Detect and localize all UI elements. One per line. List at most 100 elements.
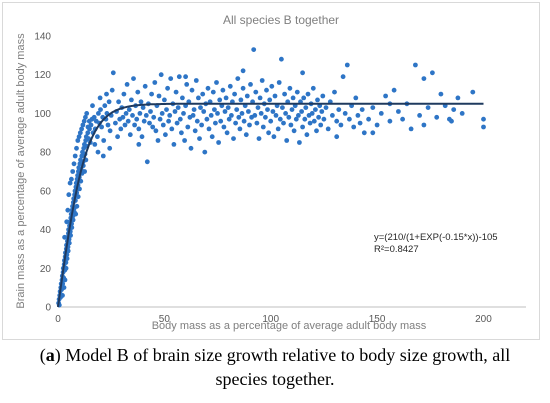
data-point (470, 89, 476, 95)
data-point (303, 105, 309, 110)
data-point (325, 126, 331, 132)
data-point (173, 89, 179, 95)
data-point (150, 124, 156, 130)
data-point (79, 126, 84, 132)
data-point (396, 109, 401, 114)
data-point (233, 120, 239, 126)
data-point (255, 105, 261, 110)
data-point (338, 122, 344, 128)
data-point (62, 277, 68, 283)
data-point (282, 91, 287, 97)
data-point (451, 107, 457, 112)
data-point (332, 89, 337, 95)
data-point (227, 83, 233, 89)
data-point (421, 76, 427, 81)
data-point (65, 207, 71, 213)
caption-label: a (45, 345, 55, 365)
data-point (455, 95, 461, 101)
data-point (102, 103, 108, 109)
data-point (248, 82, 253, 87)
data-point (353, 95, 359, 101)
data-point (302, 116, 308, 122)
figure-caption: (a) Model B of brain size growth relativ… (0, 343, 550, 391)
data-point (127, 132, 133, 138)
data-point (214, 80, 219, 85)
data-point (115, 134, 120, 140)
data-point (177, 116, 183, 122)
data-point (191, 107, 197, 112)
data-point (149, 91, 155, 97)
data-point (168, 76, 174, 81)
data-point (213, 120, 218, 126)
fit-equation: y=(210/(1+EXP(-0.15*x))-105 (374, 232, 498, 243)
data-point (294, 89, 300, 95)
data-point (60, 293, 65, 298)
data-point (425, 105, 431, 110)
data-point (98, 107, 103, 112)
data-point (217, 97, 223, 103)
data-point (438, 91, 444, 97)
data-point (355, 113, 361, 118)
data-point (226, 116, 232, 122)
caption-open-paren: ( (39, 345, 46, 365)
data-point (163, 132, 168, 138)
data-point (123, 111, 129, 116)
x-tick-label: 50 (159, 314, 171, 325)
data-point (273, 113, 279, 118)
data-point (110, 70, 116, 76)
data-point (260, 124, 266, 130)
data-point (188, 145, 194, 151)
data-point (301, 95, 307, 101)
data-point (169, 126, 175, 132)
data-point (160, 122, 166, 128)
data-point (320, 93, 326, 99)
y-tick-label: 0 (45, 303, 51, 314)
data-point (344, 62, 350, 68)
y-tick-label: 20 (40, 264, 52, 275)
data-point (104, 91, 109, 97)
data-point (246, 109, 251, 114)
data-point (162, 97, 167, 103)
data-point (147, 120, 152, 126)
data-point (109, 87, 115, 93)
data-point (216, 140, 222, 145)
data-point (299, 109, 304, 114)
data-point (330, 113, 335, 118)
data-point (220, 87, 226, 93)
data-point (361, 130, 367, 136)
data-point (118, 126, 124, 132)
data-point (156, 93, 162, 99)
data-point (481, 124, 486, 130)
data-point (305, 91, 311, 97)
data-point (76, 134, 82, 140)
data-point (129, 97, 134, 103)
data-point (459, 111, 465, 116)
data-point (180, 95, 185, 101)
data-point (239, 111, 245, 116)
data-point (240, 68, 246, 74)
data-point (336, 107, 342, 112)
data-point (229, 113, 234, 118)
data-point (136, 142, 142, 147)
data-point (166, 118, 172, 124)
data-point (434, 114, 440, 120)
data-point (359, 107, 365, 112)
data-point (158, 72, 164, 78)
data-point (107, 128, 113, 134)
data-point (80, 122, 86, 128)
data-point (196, 95, 201, 101)
data-point (208, 113, 214, 118)
data-point (122, 122, 128, 128)
x-tick-label: 100 (262, 314, 279, 325)
data-point (132, 122, 138, 128)
data-point (167, 113, 173, 118)
data-point (75, 138, 81, 143)
data-point (139, 134, 145, 140)
data-point (231, 136, 236, 142)
data-point (201, 109, 207, 114)
data-point (296, 113, 301, 118)
data-point (370, 105, 376, 110)
data-point (82, 169, 87, 174)
data-point (271, 134, 277, 140)
data-point (224, 130, 230, 136)
